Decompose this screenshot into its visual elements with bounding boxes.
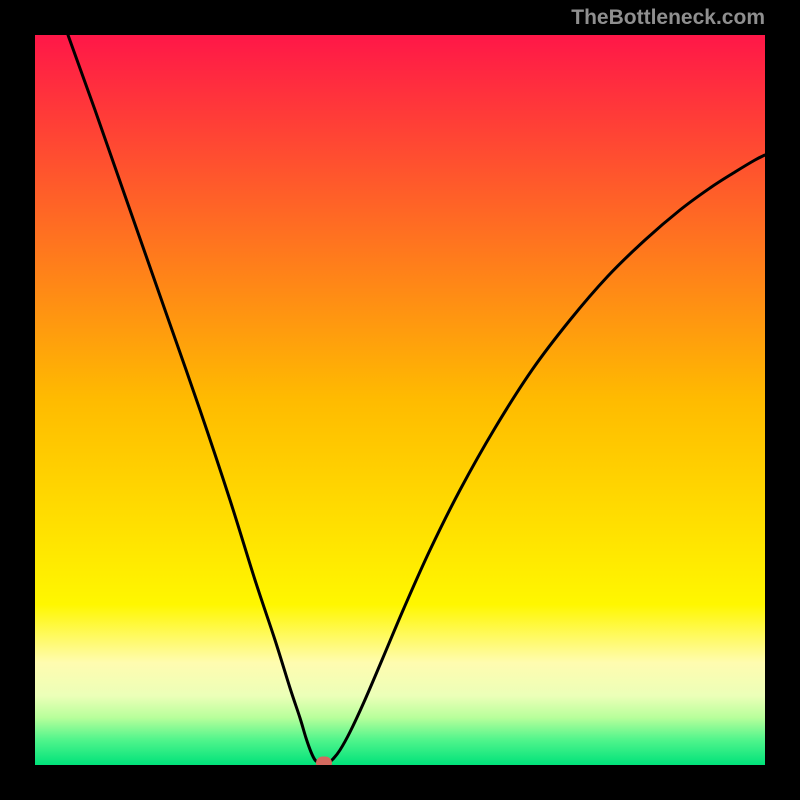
bottleneck-curve (68, 35, 765, 764)
optimum-marker (316, 757, 332, 766)
plot-area (35, 35, 765, 765)
chart-container: TheBottleneck.com (0, 0, 800, 800)
curve-layer (35, 35, 765, 765)
watermark-text: TheBottleneck.com (571, 6, 765, 30)
